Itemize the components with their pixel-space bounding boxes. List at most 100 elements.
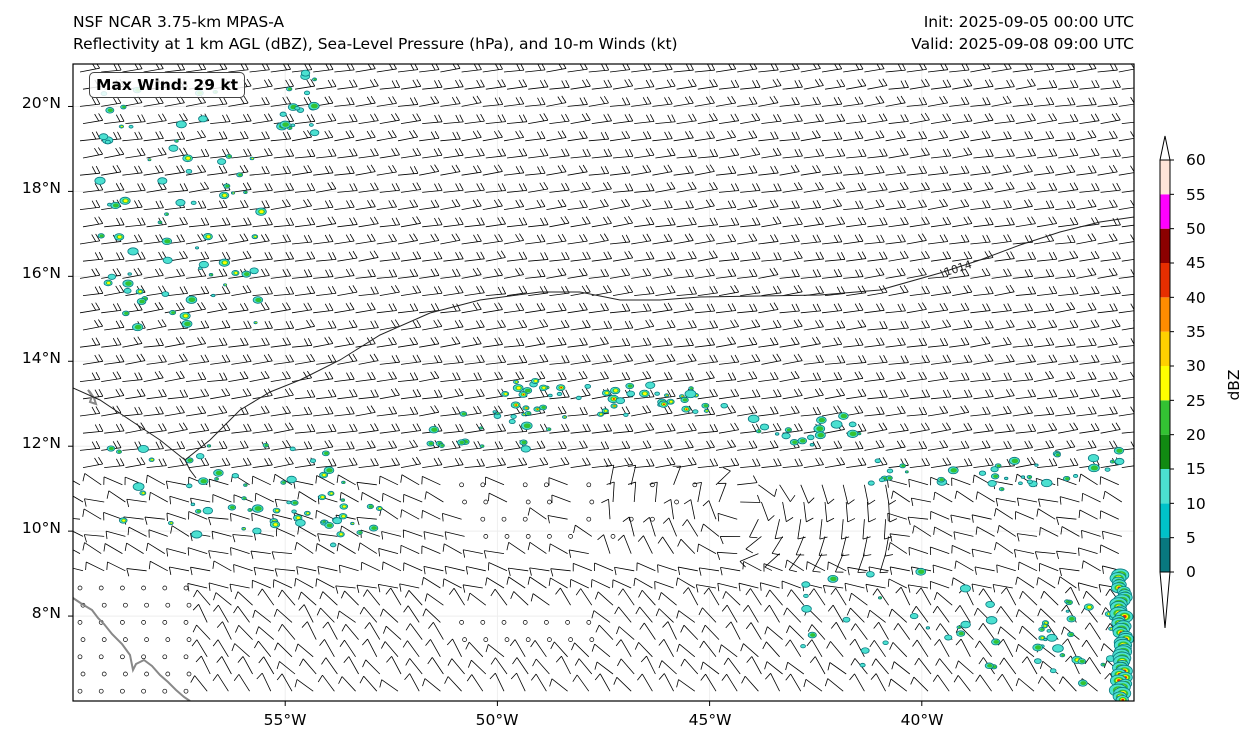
wind-barb — [1055, 97, 1076, 107]
reflectivity-cell — [225, 154, 233, 159]
reflectivity-cell — [867, 480, 875, 486]
wind-barb — [207, 165, 228, 176]
reflectivity-cell — [249, 267, 259, 275]
wind-barb — [249, 233, 270, 245]
wind-barb — [485, 250, 506, 262]
wind-barb — [952, 78, 973, 90]
wind-barb — [588, 131, 610, 142]
reflectivity-cell — [1033, 658, 1042, 664]
wind-barb — [400, 251, 422, 262]
wind-barb — [294, 114, 316, 124]
wind-barb — [464, 182, 485, 193]
wind-barb — [443, 217, 464, 228]
wind-barb — [843, 166, 864, 176]
wind-barb — [567, 64, 588, 73]
wind-barb — [506, 217, 528, 228]
wind-barb — [673, 268, 694, 279]
wind-barb — [334, 199, 355, 210]
map-background — [73, 64, 1134, 701]
wind-barb — [737, 199, 758, 210]
colorbar-segment-2 — [1160, 469, 1170, 504]
reflectivity-cell — [878, 477, 885, 483]
wind-barb — [379, 251, 401, 262]
cb-tick-40: 40 — [1186, 289, 1206, 307]
wind-barb — [697, 217, 719, 228]
reflectivity-cell — [269, 520, 281, 529]
reflectivity-cell — [218, 258, 230, 267]
wind-barb — [422, 183, 443, 193]
wind-barb — [761, 183, 782, 193]
reflectivity-cell — [601, 408, 609, 414]
reflectivity-cell — [286, 86, 293, 92]
wind-barb — [715, 200, 737, 210]
wind-barb — [337, 183, 358, 193]
wind-barb — [973, 113, 994, 124]
wind-barb — [355, 130, 376, 142]
wind-barb — [570, 148, 591, 159]
wind-barb — [101, 164, 122, 176]
wind-barb — [927, 269, 949, 279]
wind-barb — [482, 198, 503, 210]
wind-barb — [1079, 79, 1100, 90]
wind-barb — [358, 182, 379, 193]
wind-barb — [294, 148, 316, 159]
wind-barb — [1015, 113, 1036, 124]
wind-barb — [888, 147, 909, 159]
reflectivity-cell — [784, 427, 792, 433]
wind-barb — [867, 217, 888, 228]
wind-barb — [376, 96, 397, 107]
wind-barb — [231, 250, 252, 262]
wind-barb — [949, 199, 970, 210]
wind-barb — [631, 96, 652, 107]
reflectivity-cell — [684, 389, 697, 399]
wind-barb — [464, 79, 485, 90]
lon-tick-50w: 50°W — [475, 711, 519, 729]
wind-barb — [694, 233, 715, 245]
reflectivity-cell — [304, 510, 311, 516]
reflectivity-cell — [860, 647, 870, 654]
wind-barb — [952, 216, 973, 228]
wind-barb — [970, 234, 991, 245]
wind-barb — [549, 80, 570, 90]
wind-barb — [443, 79, 464, 90]
reflectivity-cell — [175, 120, 187, 129]
reflectivity-cell — [510, 414, 517, 419]
wind-barb — [994, 148, 1015, 159]
reflectivity-cell — [701, 402, 710, 409]
reflectivity-cell — [1066, 615, 1077, 623]
reflectivity-cell — [128, 124, 134, 129]
wind-barb — [167, 286, 189, 296]
wind-barb — [270, 165, 292, 176]
wind-barb — [316, 113, 337, 124]
lat-tick-16: 16°N — [21, 264, 61, 282]
cb-tick-15: 15 — [1186, 460, 1206, 478]
cb-tick-30: 30 — [1186, 357, 1206, 375]
wind-barb — [355, 164, 376, 176]
wind-barb — [1015, 251, 1037, 262]
wind-barb — [758, 95, 779, 107]
wind-barb — [1012, 199, 1033, 210]
wind-barb — [549, 113, 570, 124]
wind-barb — [676, 251, 697, 262]
wind-barb — [376, 269, 398, 279]
wind-barb — [800, 234, 822, 245]
wind-barb — [207, 131, 228, 142]
wind-barb — [122, 234, 143, 245]
wind-barb — [400, 285, 422, 296]
wind-barb — [697, 182, 718, 193]
wind-barb — [930, 148, 952, 159]
wind-barb — [973, 148, 994, 159]
wind-barb — [843, 269, 864, 279]
reflectivity-cell — [122, 279, 134, 288]
wind-barb — [358, 250, 379, 262]
reflectivity-cell — [663, 393, 670, 398]
wind-barb — [379, 79, 401, 90]
reflectivity-cell — [251, 234, 259, 240]
init-time: Init: 2025-09-05 00:00 UTC — [923, 13, 1134, 31]
reflectivity-cell — [801, 605, 812, 613]
wind-barb — [927, 165, 949, 176]
wind-barb — [591, 216, 612, 228]
wind-barb — [821, 268, 843, 279]
wind-barb — [207, 64, 228, 73]
